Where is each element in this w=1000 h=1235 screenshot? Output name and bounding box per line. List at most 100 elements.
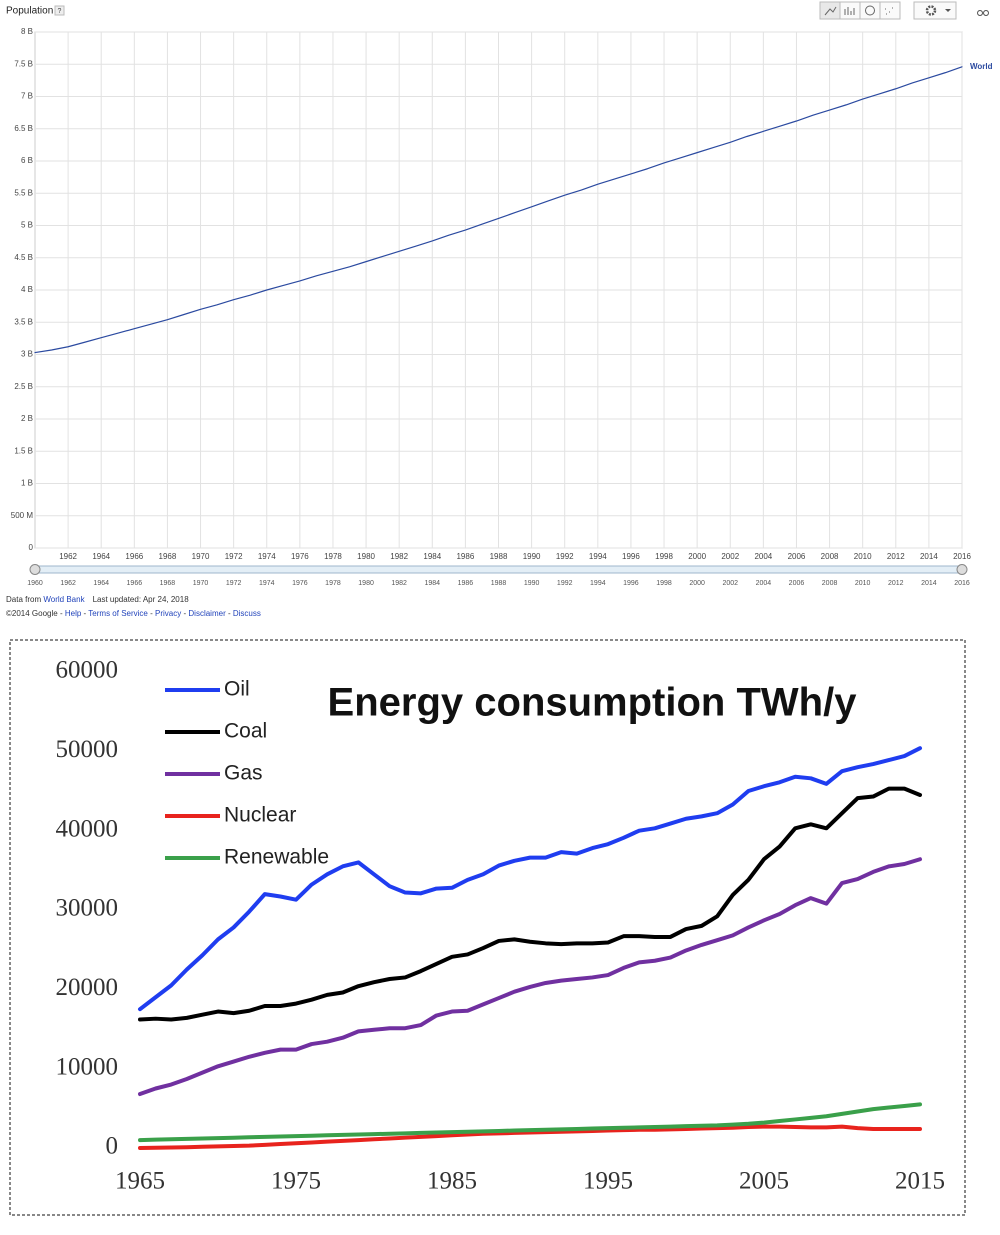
slider-label: 2002 — [722, 580, 738, 587]
slider-handle[interactable] — [956, 564, 968, 575]
footer-link[interactable]: Terms of Service — [88, 609, 148, 618]
footer-link[interactable]: Privacy — [155, 609, 182, 618]
series-line — [138, 1102, 922, 1143]
separator: - — [183, 609, 187, 618]
map-button[interactable] — [859, 1, 881, 20]
x-tick-label: 1995 — [583, 1168, 633, 1195]
x-tick-label: 2004 — [754, 552, 772, 561]
x-tick-label: 1996 — [622, 552, 640, 561]
x-tick-label: 2015 — [895, 1168, 945, 1195]
range-slider[interactable] — [34, 565, 963, 574]
slider-label: 2010 — [855, 580, 871, 587]
x-tick-label: 2016 — [953, 552, 971, 561]
link-icon[interactable] — [977, 10, 989, 16]
chart-title: Population — [6, 6, 53, 17]
slider-label: 1978 — [325, 580, 341, 587]
y-tick-label: 40000 — [56, 815, 119, 842]
icon — [844, 7, 855, 15]
line-chart-button[interactable] — [819, 1, 841, 20]
y-tick-label: 3 B — [21, 350, 33, 359]
slider-label: 2014 — [921, 580, 937, 587]
y-tick-label: 3.5 B — [14, 317, 33, 326]
slider-label: 1996 — [623, 580, 639, 587]
x-tick-label: 2005 — [739, 1168, 789, 1195]
scatter-button[interactable] — [879, 1, 901, 20]
slider-label: 1980 — [358, 580, 374, 587]
slider-label: 1982 — [391, 580, 407, 587]
separator: - — [83, 609, 87, 618]
links-line: ©2014 Google - Help - Terms of Service -… — [6, 607, 261, 621]
x-tick-label: 1970 — [192, 552, 210, 561]
x-tick-label: 1975 — [271, 1168, 321, 1195]
x-tick-label: 2006 — [788, 552, 806, 561]
slider-label: 2006 — [789, 580, 805, 587]
slider-label: 1974 — [259, 580, 275, 587]
y-tick-label: 6 B — [21, 156, 33, 165]
x-tick-label: 1972 — [225, 552, 243, 561]
slider-label: 2000 — [689, 580, 705, 587]
slider-label: 1984 — [424, 580, 440, 587]
x-tick-label: 1980 — [357, 552, 375, 561]
x-tick-label: 1974 — [258, 552, 276, 561]
help-icon[interactable] — [54, 5, 65, 16]
y-tick-label: 500 M — [11, 511, 34, 520]
y-tick-label: 0 — [106, 1133, 119, 1160]
footer-link[interactable]: Discuss — [232, 609, 261, 618]
y-tick-label: 7.5 B — [14, 59, 33, 68]
slider-label: 1962 — [60, 580, 76, 587]
y-tick-label: 7 B — [21, 92, 33, 101]
x-tick-label: 1984 — [423, 552, 441, 561]
y-tick-label: 5.5 B — [14, 188, 33, 197]
y-tick-label: 1.5 B — [14, 446, 33, 455]
slider-label: 1964 — [93, 580, 109, 587]
x-tick-label: 2014 — [920, 552, 938, 561]
legend-label: Renewable — [224, 846, 329, 869]
icon — [824, 6, 837, 16]
slider-label: 1990 — [524, 580, 540, 587]
slider-label: 1972 — [226, 580, 242, 587]
x-tick-label: 1964 — [92, 552, 110, 561]
separator: - — [227, 609, 231, 618]
slider-label: 1968 — [160, 580, 176, 587]
separator: - — [150, 609, 153, 618]
x-tick-label: 2010 — [854, 552, 872, 561]
x-tick-label: 1982 — [390, 552, 408, 561]
footer-link[interactable]: Disclaimer — [188, 609, 226, 618]
y-tick-label: 60000 — [56, 657, 119, 684]
x-tick-label: 1965 — [115, 1168, 165, 1195]
slider-label: 1992 — [557, 580, 573, 587]
slider-label: 1966 — [127, 580, 143, 587]
slider-label: 1986 — [458, 580, 474, 587]
x-tick-label: 1976 — [291, 552, 309, 561]
series-line — [138, 1124, 922, 1150]
bar-chart-button[interactable] — [839, 1, 861, 20]
legend-label: Gas — [224, 762, 263, 785]
help-text[interactable]: ? — [58, 8, 62, 15]
x-tick-label: 1992 — [556, 552, 574, 561]
x-tick-label: 2008 — [821, 552, 839, 561]
x-tick-label: 1994 — [589, 552, 607, 561]
legend-label: Nuclear — [224, 804, 296, 827]
toolbar — [819, 1, 989, 20]
slider-handle[interactable] — [29, 564, 41, 575]
x-tick-label: 2002 — [721, 552, 739, 561]
slider-label: 2004 — [756, 580, 772, 587]
series-label: World — [970, 62, 993, 71]
slider-label: 2008 — [822, 580, 838, 587]
footer-link[interactable]: Help — [64, 609, 82, 618]
source-link[interactable]: World Bank — [43, 595, 85, 604]
x-tick-label: 1986 — [456, 552, 474, 561]
series-line — [138, 746, 922, 1012]
chart-title: Energy consumption TWh/y — [328, 681, 858, 725]
slider-label: 1994 — [590, 580, 606, 587]
y-tick-label: 20000 — [56, 974, 119, 1001]
legend-label: Coal — [224, 720, 267, 743]
slider-label: 1960 — [27, 580, 43, 587]
y-tick-label: 50000 — [56, 736, 119, 763]
copyright: ©2014 Google — [6, 609, 58, 618]
y-tick-label: 4.5 B — [14, 253, 33, 262]
y-tick-label: 4 B — [21, 285, 33, 294]
legend-label: Oil — [224, 678, 250, 701]
x-tick-label: 1962 — [59, 552, 77, 561]
dropdown-icon — [945, 9, 951, 12]
